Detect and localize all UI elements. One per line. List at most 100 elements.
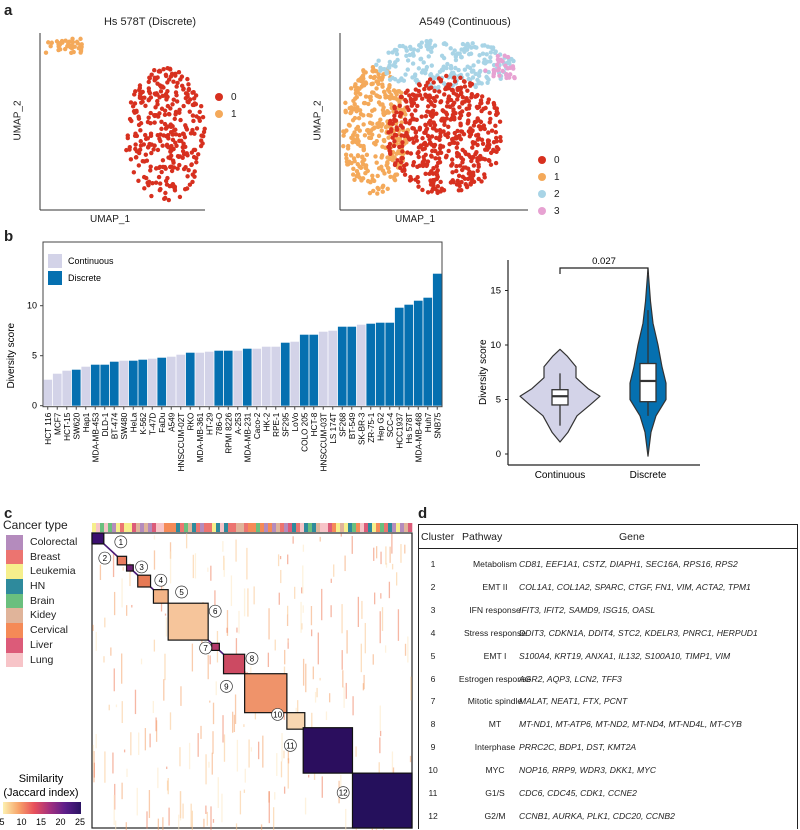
- umap-point-cluster-1: [366, 101, 371, 107]
- umap-point-cluster-0: [426, 86, 432, 91]
- umap-point-cluster-0: [423, 83, 429, 88]
- bar: [90, 364, 100, 406]
- umap-point-cluster-0: [187, 97, 193, 102]
- heatmap-cell: [385, 546, 387, 565]
- heatmap-cell: [222, 715, 224, 743]
- umap-point-cluster-1: [370, 177, 375, 182]
- umap-point-cluster-0: [184, 151, 189, 156]
- umap-point-cluster-1: [360, 73, 366, 78]
- cluster-number-badge: [220, 680, 233, 693]
- umap-point-cluster-1: [342, 129, 347, 135]
- pathway-cell: IFN response: [469, 604, 521, 615]
- heatmap-cell: [226, 610, 229, 636]
- umap-point-cluster-0: [150, 180, 155, 186]
- pathway-table: Cluster Pathway Gene 1 Metabolism CD81, EE…: [418, 524, 798, 829]
- cancer-type-label: Lung: [30, 653, 54, 666]
- heatmap-cell: [374, 592, 376, 605]
- umap-point-cluster-1: [383, 95, 388, 100]
- legend-swatch: [48, 271, 62, 285]
- umap-point-cluster-0: [136, 178, 141, 183]
- cancer-type-bar-cell: [260, 523, 265, 532]
- cancer-type-bar-cell: [324, 523, 329, 532]
- bar: [62, 370, 72, 406]
- umap-point-cluster-0: [423, 122, 428, 128]
- umap-point-cluster-0: [498, 135, 503, 140]
- umap-point-cluster-0: [163, 72, 169, 77]
- bar: [299, 334, 309, 406]
- umap-point-cluster-1: [380, 75, 385, 80]
- umap-point-cluster-1: [376, 133, 382, 139]
- umap-point-cluster-0: [165, 124, 171, 129]
- umap-point-cluster-0: [147, 75, 152, 80]
- bar-category-label: Hs 578T: [405, 413, 414, 444]
- umap-point-cluster-0: [450, 140, 455, 145]
- cancer-type-bar-cell: [188, 523, 193, 532]
- cluster-number: 7: [203, 644, 208, 653]
- heatmap-cell: [280, 569, 282, 584]
- pathway-cell: G2/M: [484, 810, 506, 821]
- umap-point-cluster-0: [491, 100, 496, 106]
- bar-plot-frame: [42, 241, 443, 408]
- umap-point-cluster-2: [384, 71, 389, 76]
- heatmap-cell: [191, 643, 194, 672]
- heatmap-cell: [380, 551, 382, 565]
- violin-category-label: Continuous: [535, 470, 586, 481]
- umap-point-cluster-2: [471, 63, 476, 68]
- cancer-type-bar-cell: [396, 523, 401, 532]
- umap-point-cluster-0: [479, 108, 484, 114]
- umap-point-cluster-1: [371, 90, 376, 95]
- umap-point-cluster-3: [504, 71, 509, 77]
- umap-point-cluster-2: [382, 66, 387, 72]
- umap-point-cluster-0: [157, 188, 163, 193]
- umap-point-cluster-1: [357, 128, 362, 133]
- umap-point-cluster-0: [426, 120, 432, 125]
- umap-point-cluster-0: [177, 107, 182, 112]
- umap-point-cluster-0: [170, 158, 176, 163]
- umap-point-cluster-2: [426, 54, 431, 59]
- umap-point-cluster-2: [401, 78, 407, 83]
- umap-point-cluster-0: [186, 82, 191, 87]
- umap-point-cluster-0: [173, 112, 178, 117]
- umap-point-cluster-0: [429, 134, 435, 139]
- heatmap-cell: [268, 791, 270, 824]
- heatmap-cell: [283, 786, 286, 794]
- umap-point-cluster-0: [462, 149, 468, 155]
- cancer-type-swatch: [6, 579, 23, 594]
- umap-point-cluster-2: [420, 68, 426, 73]
- cancer-type-bar-cell: [112, 523, 117, 532]
- heatmap-cell: [248, 739, 250, 768]
- umap-point-cluster-0: [402, 117, 408, 122]
- umap-point-cluster-0: [166, 155, 171, 160]
- umap-point-cluster-0: [402, 133, 407, 139]
- umap-point-cluster-0: [167, 112, 172, 117]
- umap-point-cluster-0: [136, 116, 142, 121]
- umap-point-cluster-0: [444, 104, 450, 109]
- legend-dot-icon: [538, 173, 546, 182]
- heatmap-cell: [206, 811, 208, 826]
- umap-point-cluster-0: [398, 165, 403, 171]
- umap-point-cluster-0: [163, 166, 168, 171]
- cluster-number: 1: [119, 538, 124, 547]
- umap-point-cluster-1: [352, 130, 357, 135]
- umap-point-cluster-0: [486, 145, 491, 150]
- heatmap-cell: [136, 787, 138, 816]
- umap-point-cluster-1: [43, 50, 49, 55]
- cluster-box: [244, 673, 288, 714]
- umap-point-cluster-0: [459, 90, 464, 95]
- umap-point-cluster-0: [435, 190, 440, 196]
- cluster-cell: 5: [430, 650, 436, 661]
- table-row: 12 G2/M CCNB1, AURKA, PLK1, CDC20, CCNB2: [419, 811, 798, 825]
- umap-point-cluster-1: [386, 135, 391, 140]
- bar: [166, 356, 176, 406]
- heatmap-cell: [325, 711, 328, 721]
- heatmap-cell: [134, 689, 137, 715]
- umap-point-cluster-0: [159, 169, 164, 175]
- umap-point-cluster-0: [430, 148, 435, 154]
- cancer-type-label: HN: [30, 580, 46, 593]
- umap-point-cluster-0: [163, 190, 168, 196]
- diversity-violin-plot: 0 5 10 15 Diversity score Continuous Discrete 0…: [478, 256, 700, 481]
- umap-point-cluster-2: [392, 47, 398, 53]
- umap-point-cluster-0: [425, 159, 431, 164]
- umap-point-cluster-1: [375, 94, 380, 99]
